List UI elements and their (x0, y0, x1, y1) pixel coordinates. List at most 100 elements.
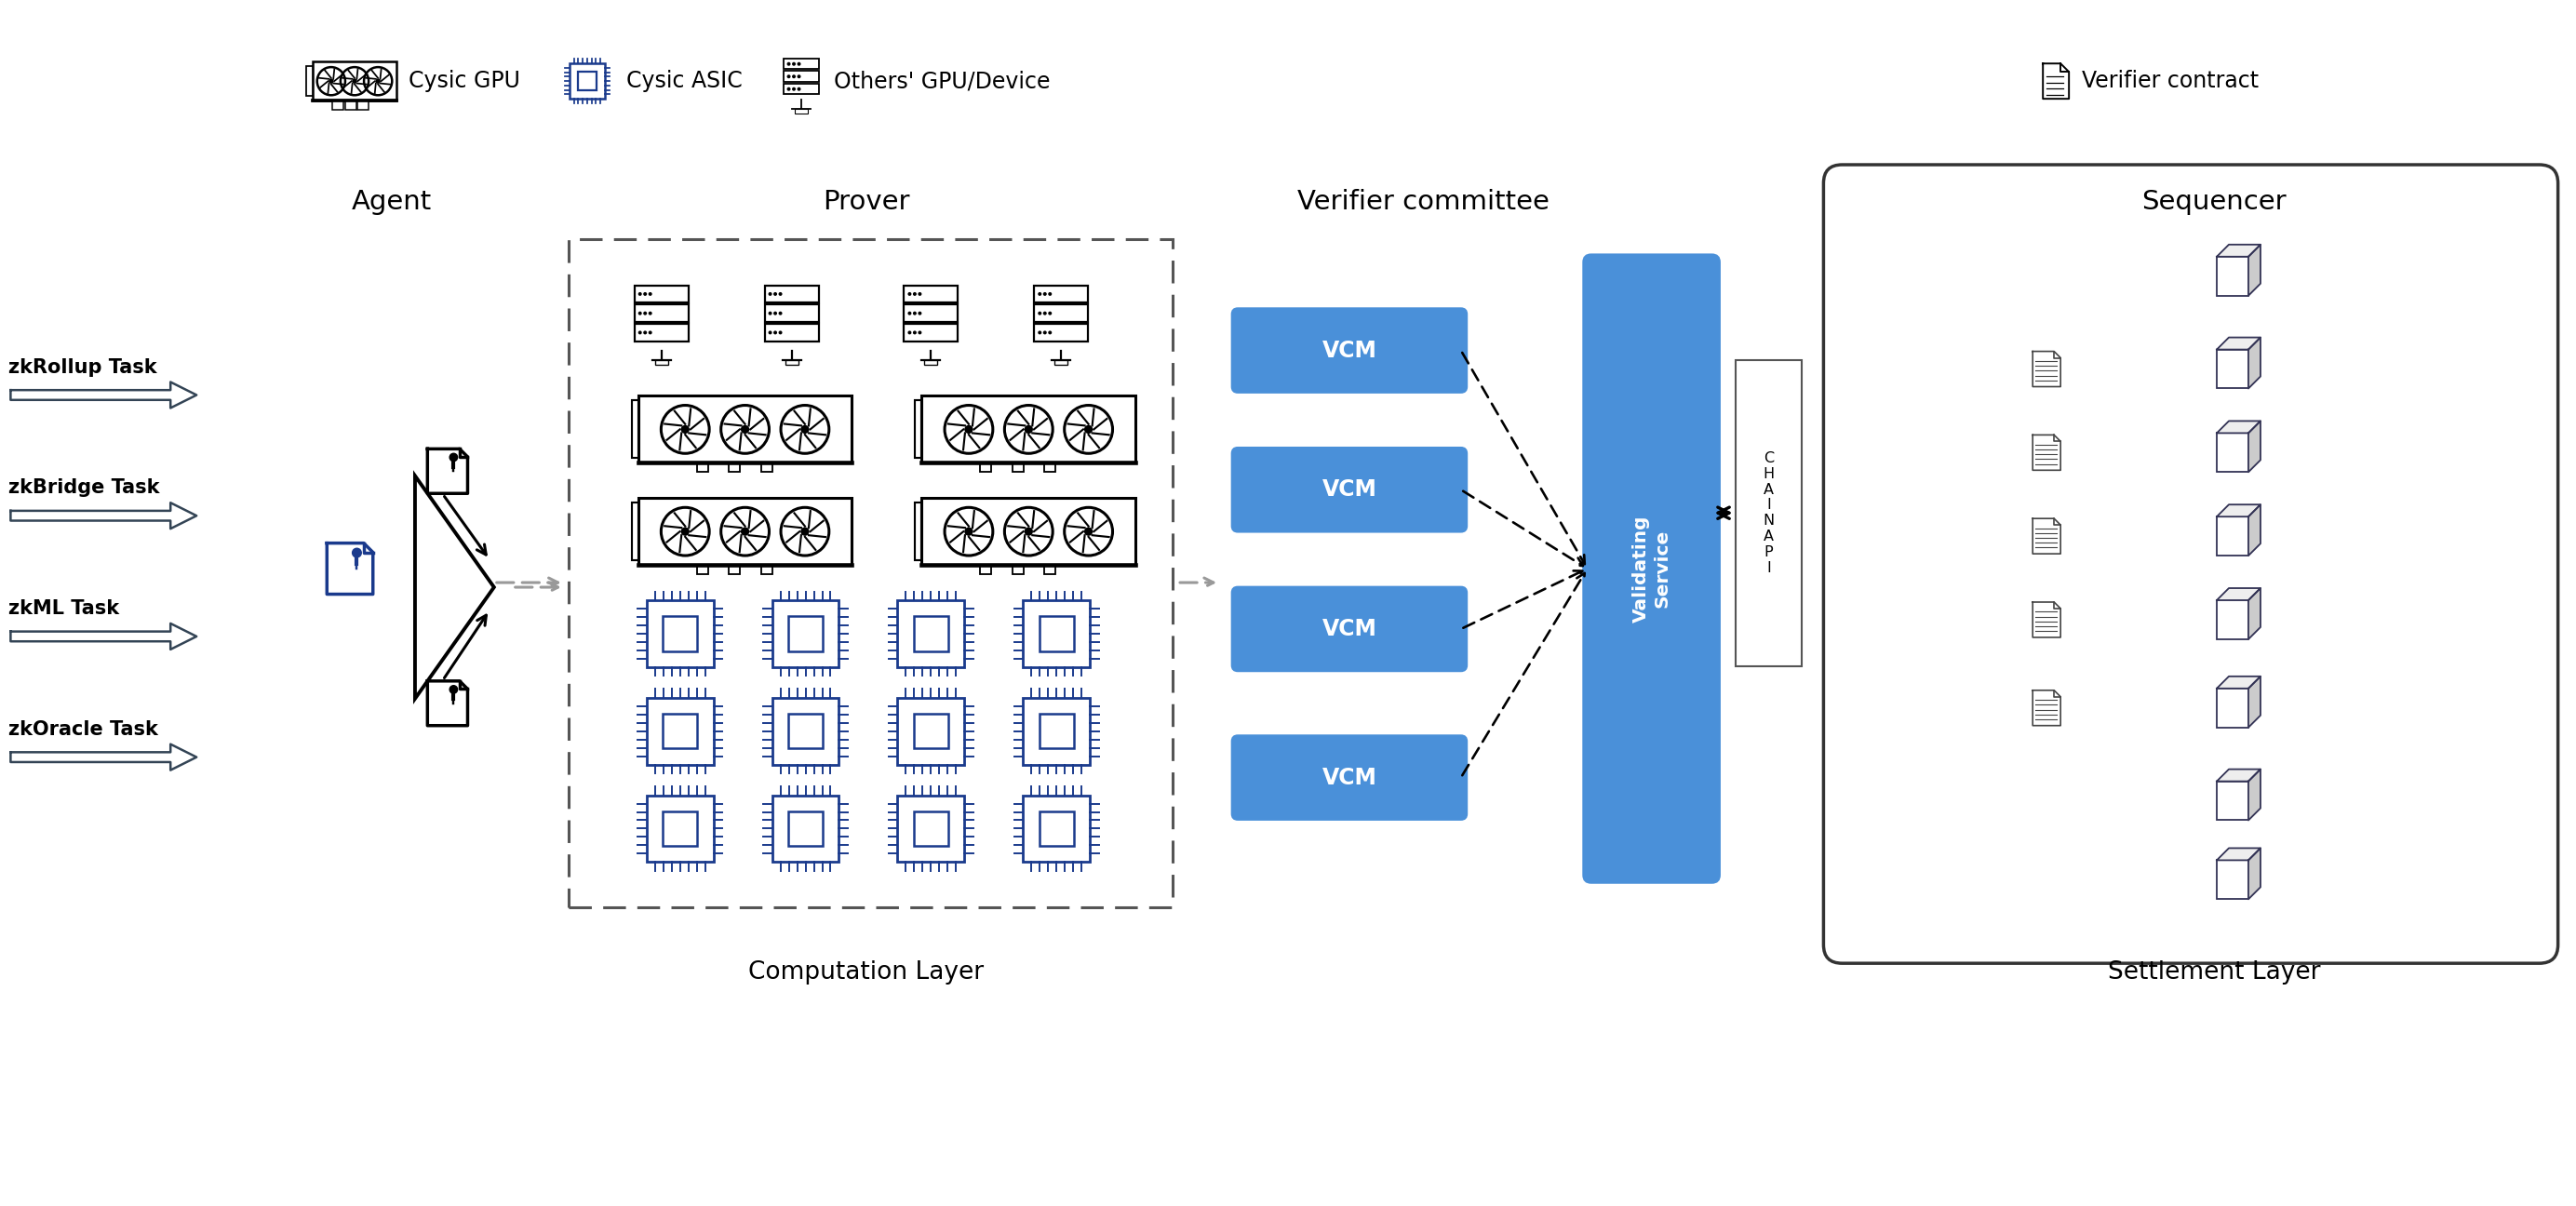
Bar (639, 396, 853, 463)
Bar (914, 714, 948, 749)
Polygon shape (428, 681, 469, 726)
Circle shape (680, 425, 690, 434)
Circle shape (742, 425, 750, 434)
Text: Agent: Agent (353, 189, 433, 215)
Circle shape (451, 685, 459, 693)
Circle shape (796, 62, 801, 66)
Text: Computation Layer: Computation Layer (747, 960, 984, 984)
Circle shape (917, 311, 922, 315)
Polygon shape (2218, 769, 2262, 781)
Bar (896, 601, 963, 667)
Circle shape (791, 75, 796, 78)
Bar (2218, 257, 2249, 295)
Circle shape (773, 311, 778, 315)
Circle shape (791, 87, 796, 90)
Circle shape (917, 292, 922, 295)
Bar (760, 564, 773, 574)
FancyBboxPatch shape (1824, 165, 2558, 964)
Bar (1033, 286, 1087, 303)
Bar (1023, 795, 1090, 862)
Bar (783, 59, 819, 69)
Text: Prover: Prover (822, 189, 909, 215)
Circle shape (801, 527, 809, 535)
Bar (914, 503, 922, 561)
FancyBboxPatch shape (1231, 447, 1466, 532)
Circle shape (649, 330, 652, 334)
Polygon shape (10, 624, 196, 649)
Bar (788, 616, 822, 651)
Polygon shape (2218, 848, 2262, 860)
Bar (654, 361, 667, 364)
Circle shape (1084, 425, 1092, 434)
Bar (783, 83, 819, 94)
Text: Verifier contract: Verifier contract (2081, 70, 2259, 93)
Bar (765, 286, 819, 303)
Circle shape (768, 292, 773, 295)
Circle shape (778, 330, 783, 334)
Circle shape (786, 75, 791, 78)
Circle shape (1048, 311, 1051, 315)
Bar (783, 71, 819, 82)
Bar (2218, 516, 2249, 556)
Bar (1023, 601, 1090, 667)
Bar (773, 795, 840, 862)
Bar (634, 305, 688, 322)
Polygon shape (2218, 677, 2262, 689)
Circle shape (796, 87, 801, 90)
FancyBboxPatch shape (1736, 359, 1803, 666)
Bar (1012, 463, 1023, 472)
Bar (2218, 860, 2249, 900)
Circle shape (773, 292, 778, 295)
Circle shape (639, 311, 641, 315)
Polygon shape (2032, 435, 2061, 470)
Circle shape (742, 527, 750, 535)
Circle shape (791, 62, 796, 66)
Circle shape (1038, 292, 1041, 295)
Bar (1038, 812, 1074, 847)
Bar (631, 400, 639, 458)
Polygon shape (2043, 64, 2069, 99)
Bar (2218, 781, 2249, 820)
Bar (1033, 305, 1087, 322)
Text: Settlement Layer: Settlement Layer (2107, 960, 2321, 984)
Polygon shape (2249, 589, 2262, 639)
Circle shape (912, 311, 917, 315)
Bar (2218, 689, 2249, 727)
Polygon shape (2249, 848, 2262, 900)
Bar (1054, 361, 1066, 364)
Bar (729, 463, 739, 472)
Bar (639, 498, 853, 564)
Circle shape (1043, 311, 1046, 315)
Bar (904, 305, 958, 322)
Bar (1033, 324, 1087, 341)
Circle shape (768, 311, 773, 315)
Text: Verifier committee: Verifier committee (1298, 189, 1551, 215)
Bar (793, 109, 806, 113)
Text: Cysic GPU: Cysic GPU (410, 70, 520, 93)
Circle shape (912, 330, 917, 334)
Circle shape (639, 292, 641, 295)
Text: VCM: VCM (1321, 766, 1376, 789)
FancyBboxPatch shape (569, 239, 1172, 908)
Bar (662, 714, 698, 749)
Circle shape (1038, 311, 1041, 315)
Text: VCM: VCM (1321, 339, 1376, 362)
Circle shape (680, 527, 690, 535)
Polygon shape (2249, 245, 2262, 295)
Bar (1038, 616, 1074, 651)
Circle shape (801, 425, 809, 434)
Bar (788, 812, 822, 847)
Circle shape (451, 453, 459, 461)
Bar (765, 305, 819, 322)
Polygon shape (2249, 421, 2262, 472)
Polygon shape (2032, 351, 2061, 387)
Bar (981, 463, 992, 472)
FancyBboxPatch shape (1584, 254, 1718, 883)
Polygon shape (10, 744, 196, 771)
Bar (904, 286, 958, 303)
Text: zkRollup Task: zkRollup Task (8, 358, 157, 376)
Bar (647, 698, 714, 765)
Polygon shape (2249, 769, 2262, 820)
Bar (2218, 601, 2249, 639)
Polygon shape (2218, 245, 2262, 257)
